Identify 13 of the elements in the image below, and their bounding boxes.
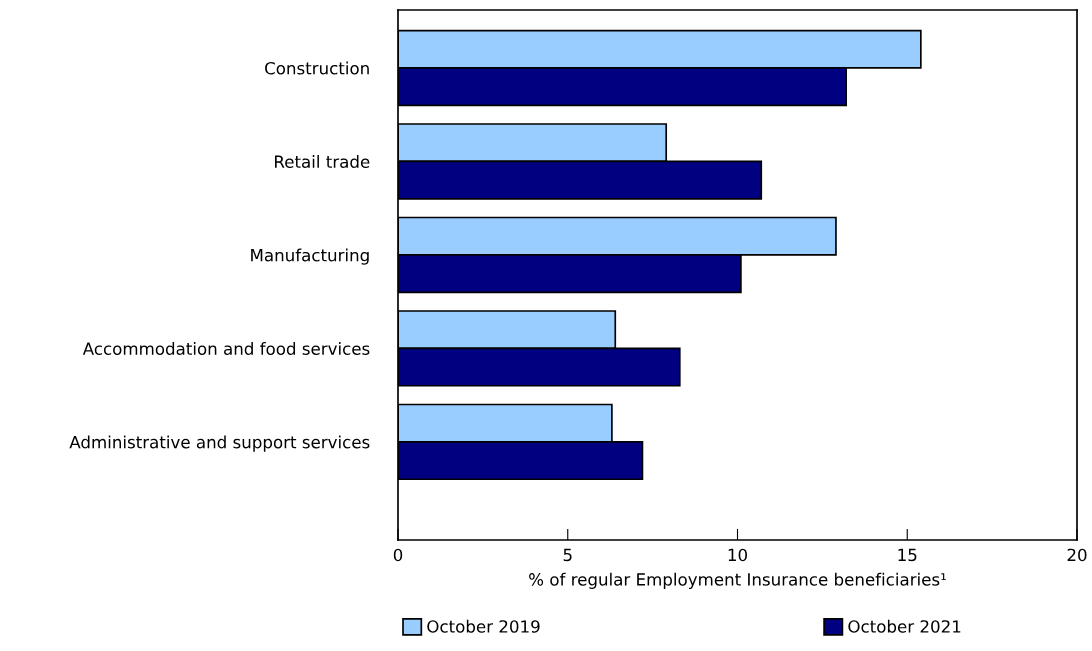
y-tick-label: Administrative and support services (69, 435, 370, 452)
x-tick-label: 20 (1067, 548, 1087, 562)
legend-label: October 2021 (848, 619, 961, 633)
y-tick-label: Construction (265, 61, 369, 75)
x-tick-label: 15 (898, 548, 917, 562)
x-axis-title: % of regular Employment Insurance beneficiaries¹ (529, 572, 946, 589)
y-tick-label: Accommodation and food services (82, 342, 370, 355)
y-tick-label: Manufacturing (251, 248, 369, 265)
x-tick-label: 0 (393, 548, 403, 562)
legend-label: October 2019 (427, 619, 540, 633)
x-tick-label: 10 (728, 548, 747, 562)
x-tick-label: 5 (563, 548, 572, 562)
y-tick-label: Retail trade (275, 155, 370, 168)
